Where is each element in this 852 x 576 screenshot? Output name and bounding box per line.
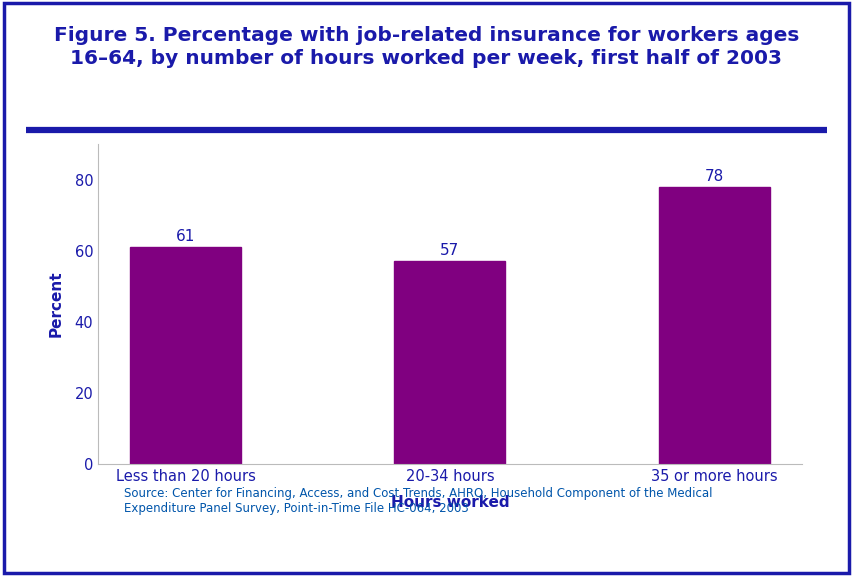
Bar — [658, 187, 769, 464]
X-axis label: Hours worked: Hours worked — [390, 495, 509, 510]
Text: Figure 5. Percentage with job-related insurance for workers ages
16–64, by numbe: Figure 5. Percentage with job-related in… — [54, 26, 798, 69]
Text: 78: 78 — [704, 169, 723, 184]
Bar — [130, 247, 241, 464]
Text: 61: 61 — [176, 229, 195, 244]
Bar — [394, 262, 505, 464]
Y-axis label: Percent: Percent — [49, 271, 63, 337]
Text: Source: Center for Financing, Access, and Cost Trends, AHRQ, Household Component: Source: Center for Financing, Access, an… — [124, 487, 711, 515]
Text: 57: 57 — [440, 244, 459, 259]
